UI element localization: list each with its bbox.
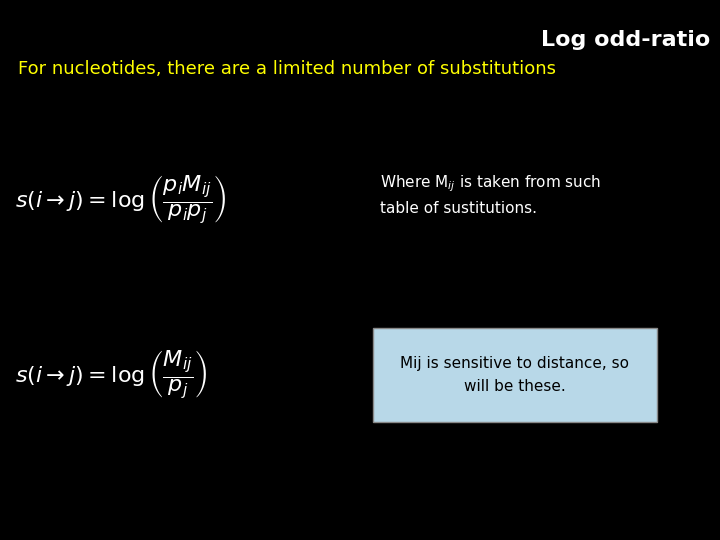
Text: Log odd-ratio: Log odd-ratio: [541, 30, 710, 50]
Text: For nucleotides, there are a limited number of substitutions: For nucleotides, there are a limited num…: [18, 60, 556, 78]
Text: Mij is sensitive to distance, so
will be these.: Mij is sensitive to distance, so will be…: [400, 356, 629, 394]
Text: $s\left(i \rightarrow j\right) = \log\left(\dfrac{p_i M_{ij}}{p_i p_j}\right)$: $s\left(i \rightarrow j\right) = \log\le…: [15, 174, 226, 226]
FancyBboxPatch shape: [373, 328, 657, 422]
Text: Where M$_{ij}$ is taken from such
table of sustitutions.: Where M$_{ij}$ is taken from such table …: [380, 173, 601, 217]
Text: $s\left(i \rightarrow j\right) = \log\left(\dfrac{M_{ij}}{p_j}\right)$: $s\left(i \rightarrow j\right) = \log\le…: [15, 349, 207, 401]
